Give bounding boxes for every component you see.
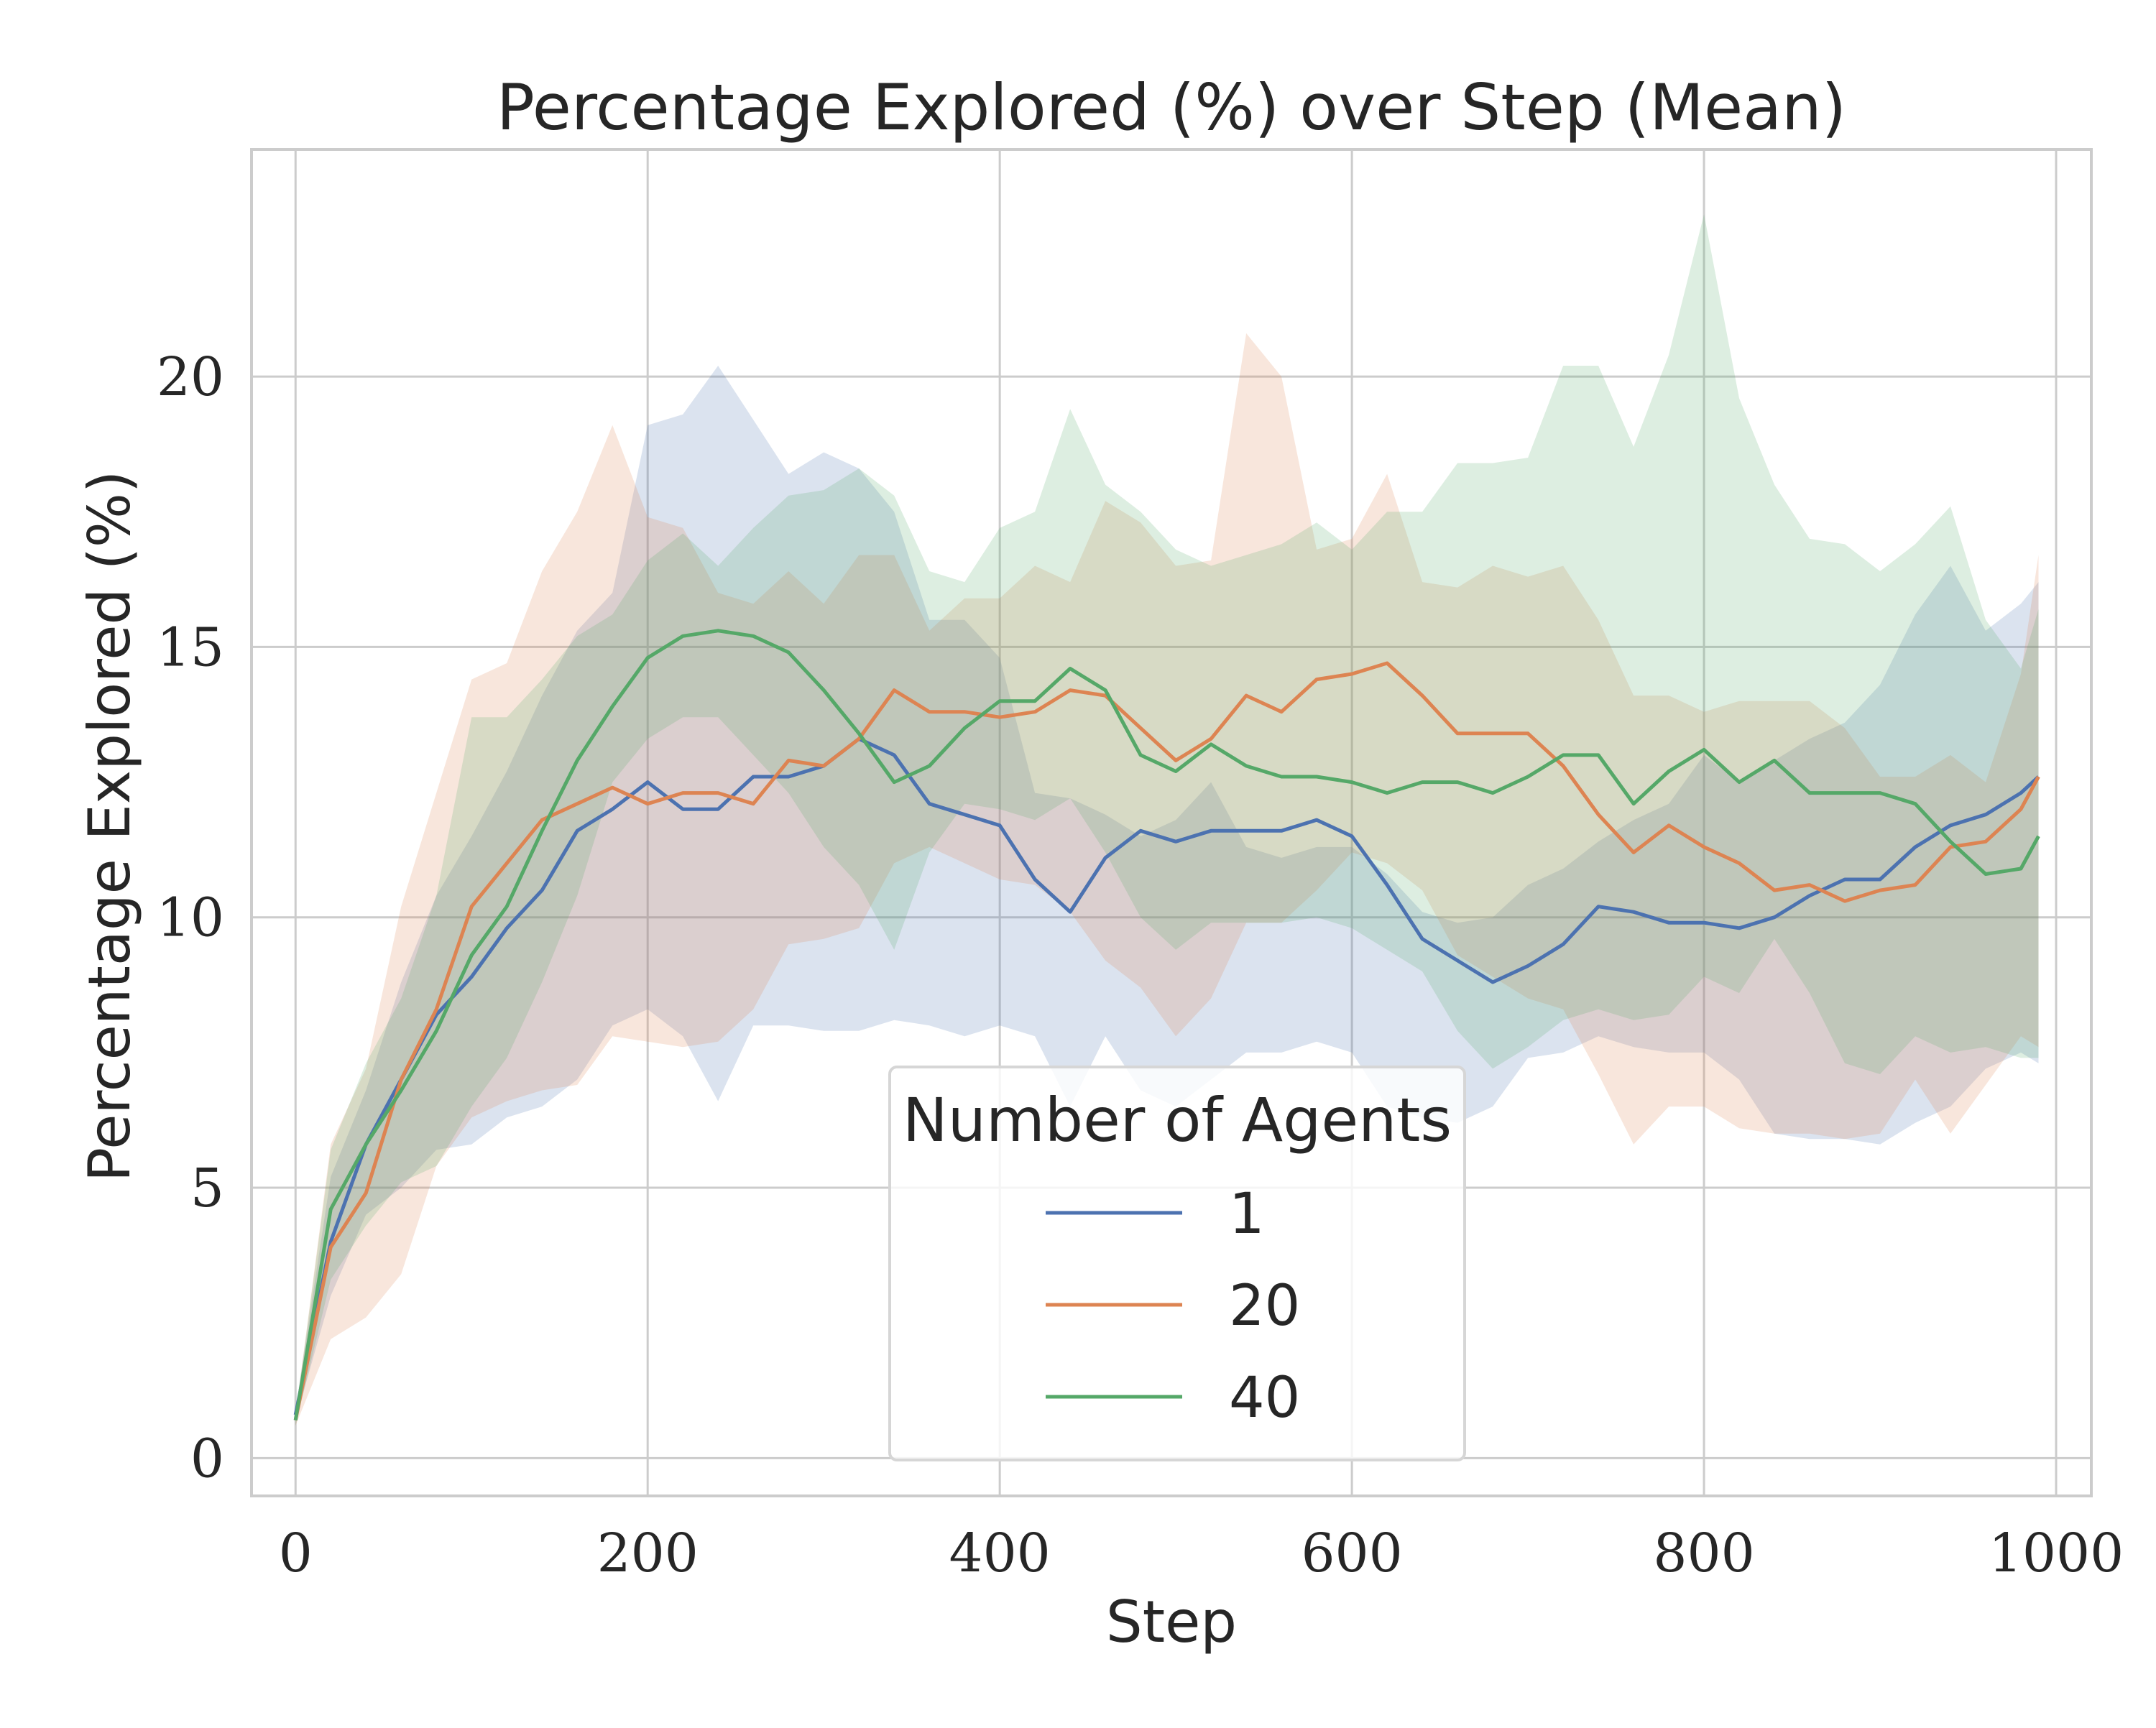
x-tick-label: 600 bbox=[1301, 1523, 1402, 1584]
series-line-1 bbox=[293, 736, 2040, 1415]
legend-label-40: 40 bbox=[1229, 1366, 1300, 1431]
plot-frame bbox=[250, 148, 2093, 1497]
series-line-20 bbox=[293, 661, 2040, 1421]
series-lines bbox=[293, 629, 2040, 1421]
x-tick-label: 200 bbox=[597, 1523, 699, 1584]
tick-labels: 0 200 400 600 800 1000 0 5 10 15 20 bbox=[157, 346, 2124, 1584]
y-tick-label: 20 bbox=[157, 346, 224, 408]
legend-label-1: 1 bbox=[1229, 1182, 1265, 1247]
x-tick-label: 800 bbox=[1653, 1523, 1754, 1584]
legend-label-20: 20 bbox=[1229, 1274, 1300, 1339]
x-tick-label: 400 bbox=[949, 1523, 1051, 1584]
y-tick-label: 5 bbox=[190, 1158, 224, 1219]
confidence-band-40 bbox=[295, 214, 2039, 1426]
legend-title: Number of Agents bbox=[903, 1085, 1452, 1155]
confidence-band-1 bbox=[295, 366, 2039, 1420]
legend-box bbox=[888, 1066, 1466, 1461]
legend: Number of Agents 1 20 40 bbox=[888, 1066, 1466, 1461]
series-line-40 bbox=[293, 629, 2040, 1421]
confidence-bands bbox=[295, 214, 2039, 1426]
y-tick-label: 0 bbox=[190, 1428, 224, 1489]
y-tick-label: 10 bbox=[157, 887, 224, 949]
legend-entries: 1 20 40 bbox=[1046, 1182, 1300, 1431]
x-axis-title: Step bbox=[1106, 1589, 1237, 1655]
y-tick-label: 15 bbox=[157, 616, 224, 678]
x-tick-label: 0 bbox=[279, 1523, 313, 1584]
x-tick-label: 1000 bbox=[1989, 1523, 2124, 1584]
grid bbox=[252, 149, 2091, 1496]
chart-title: Percentage Explored (%) over Step (Mean) bbox=[497, 70, 1846, 144]
y-axis-title: Percentage Explored (%) bbox=[76, 471, 143, 1182]
confidence-band-20 bbox=[295, 333, 2039, 1426]
